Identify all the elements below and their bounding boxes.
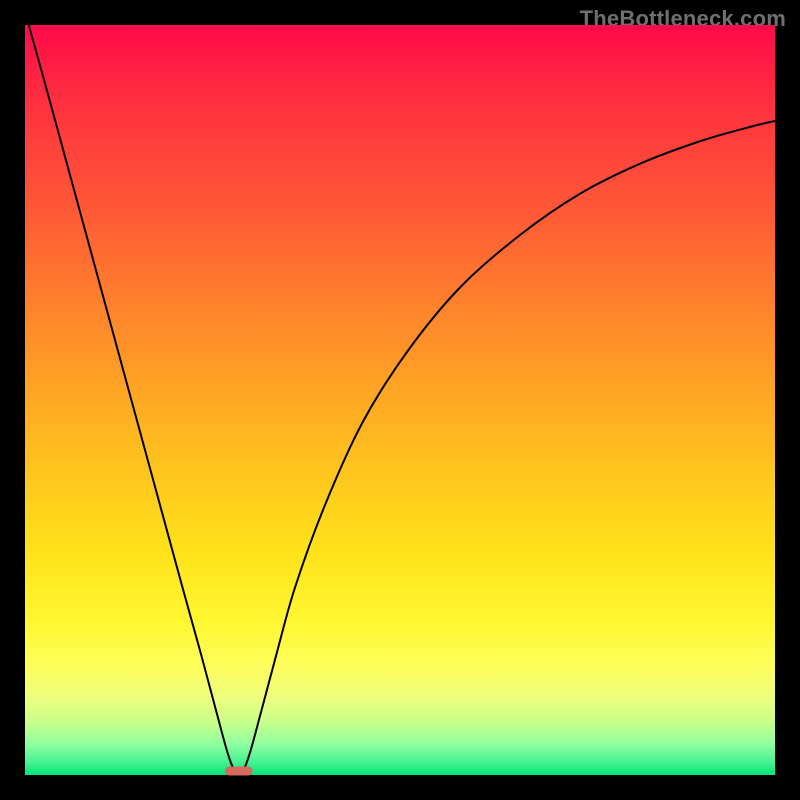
optimal-point-marker [225, 766, 254, 775]
bottleneck-curve [25, 25, 775, 775]
chart-frame: TheBottleneck.com [0, 0, 800, 800]
plot-area [25, 25, 775, 775]
